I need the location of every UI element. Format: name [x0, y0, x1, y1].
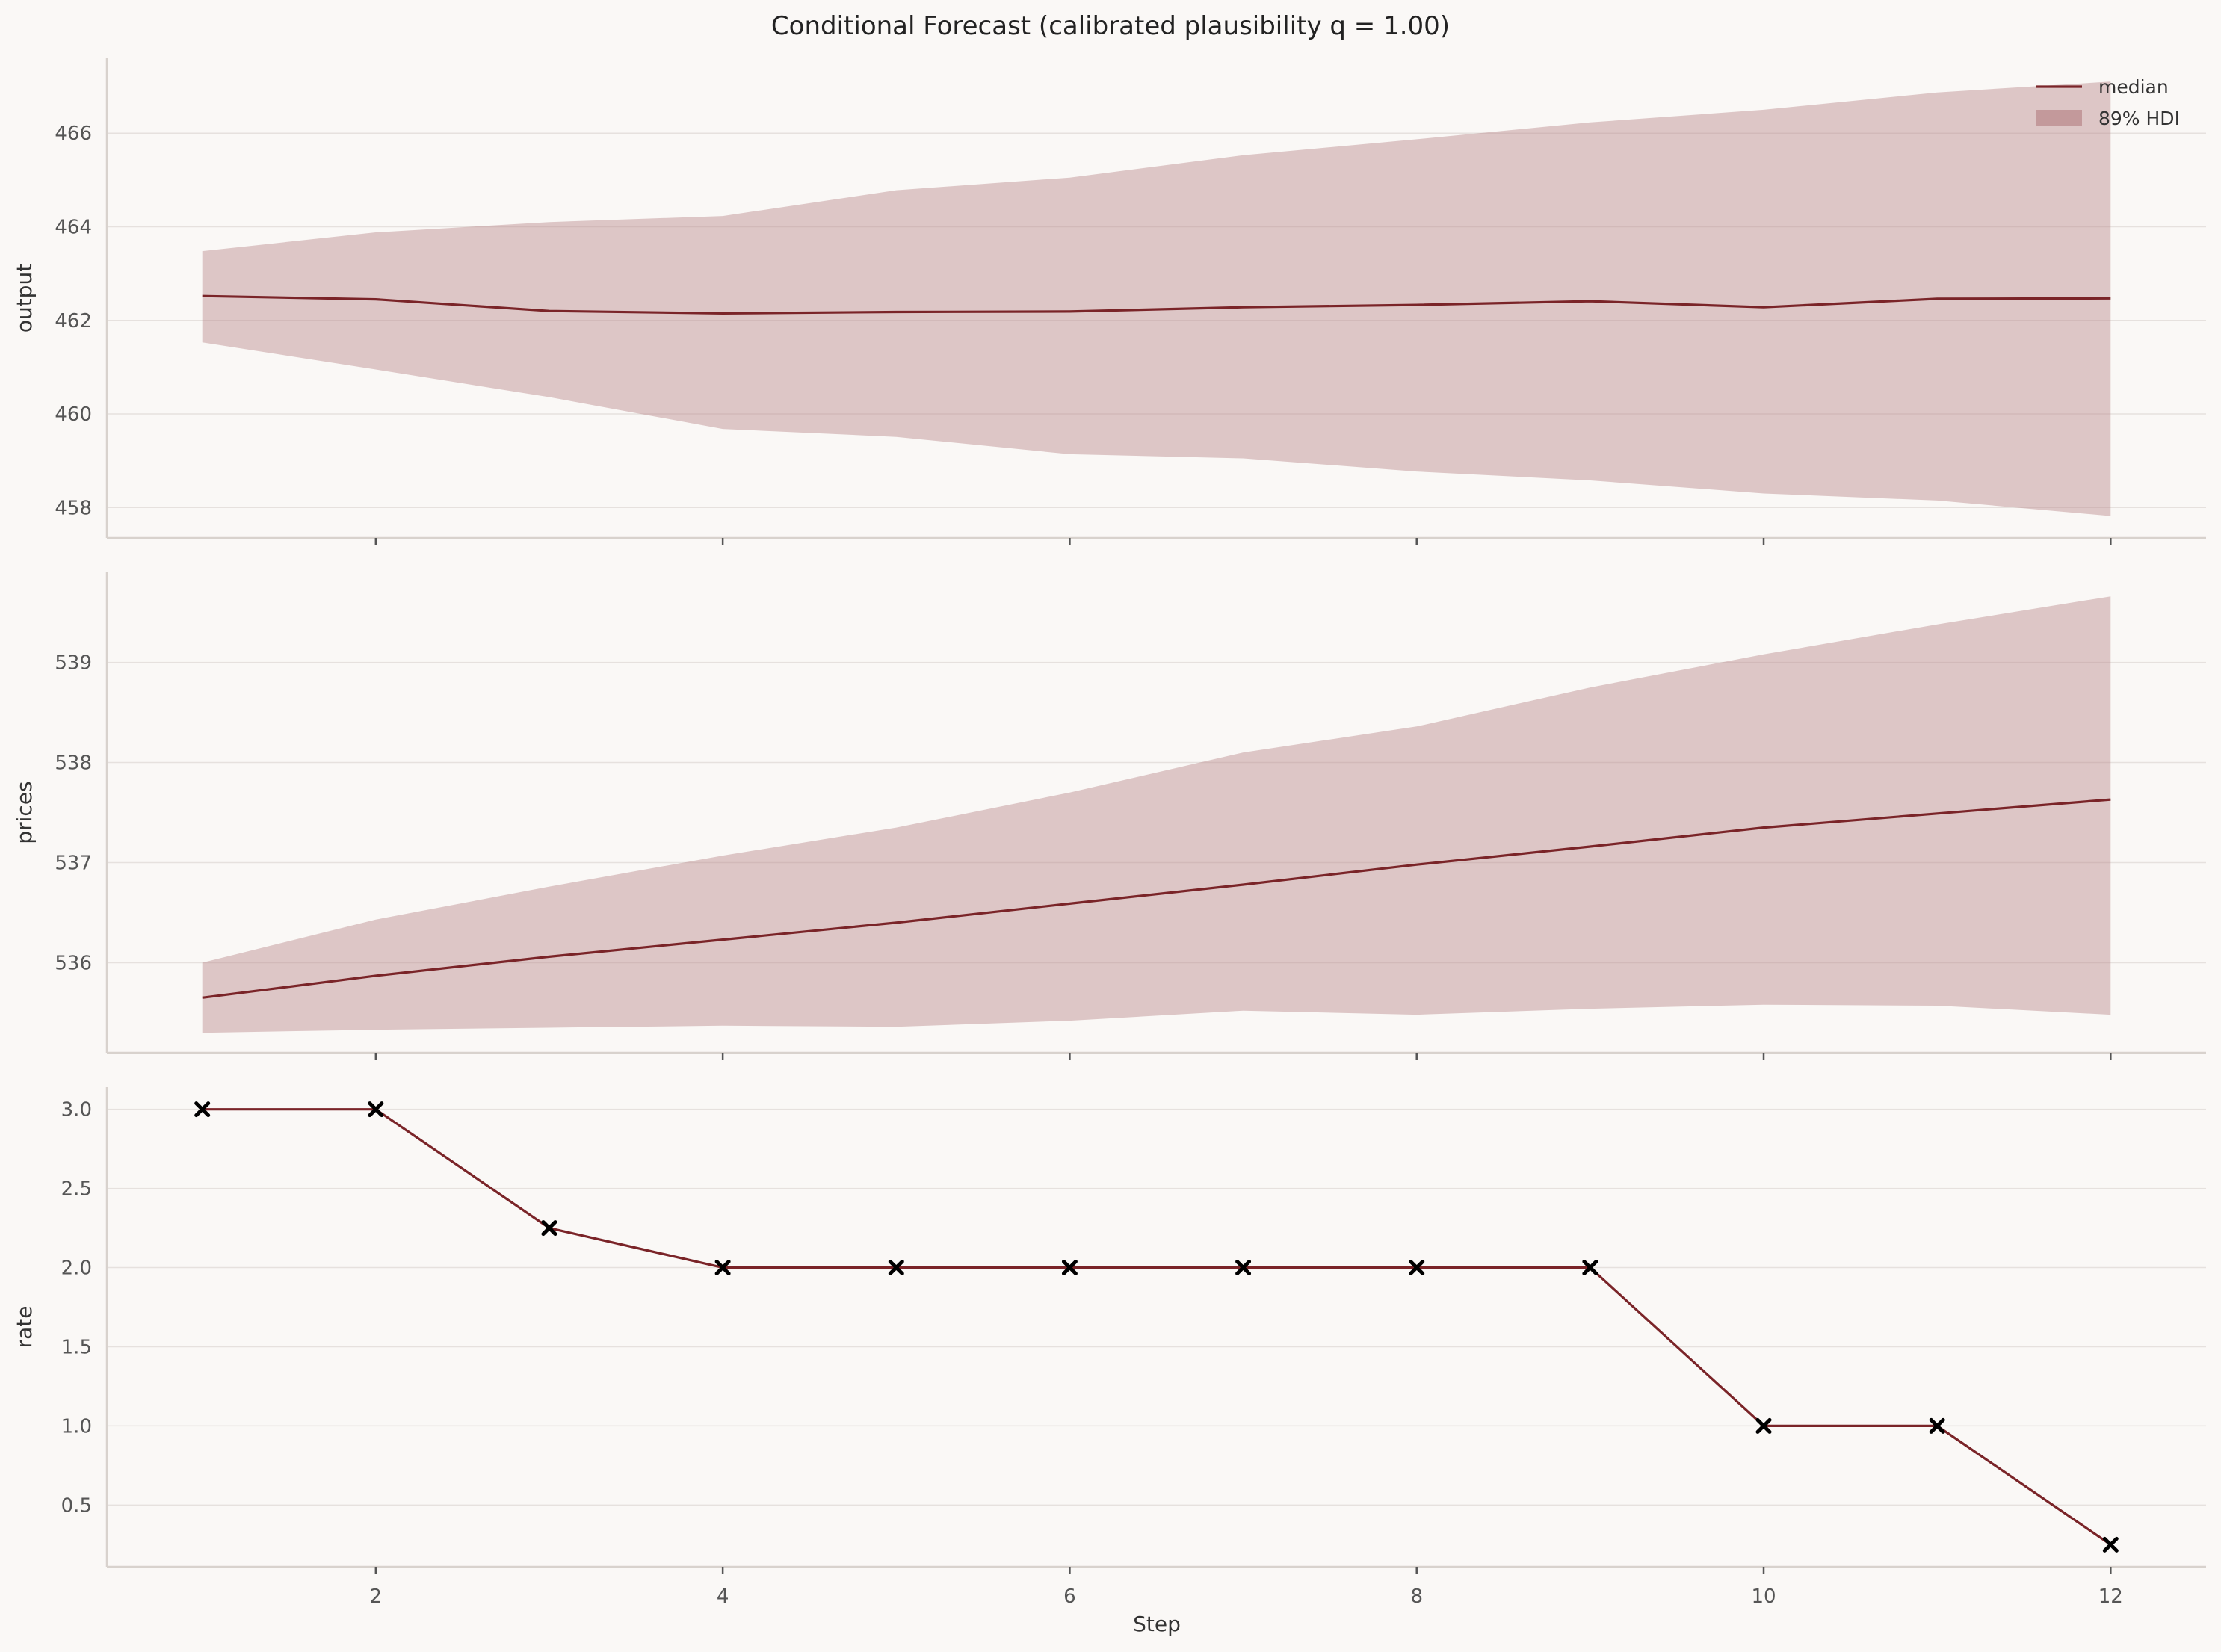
x-tick-label: 4 [717, 1586, 729, 1608]
y-tick-label-rate: 2.0 [61, 1257, 92, 1280]
legend-median-label: median [2098, 76, 2169, 98]
median-line-rate [202, 1108, 2112, 1546]
marker-rate [541, 1220, 557, 1237]
y-tick-label-output: 462 [55, 310, 92, 332]
y-tick-label-prices: 538 [55, 752, 92, 775]
y-tick-label-prices: 536 [55, 952, 92, 974]
y-tick-label-rate: 1.0 [61, 1415, 92, 1438]
marker-rate [1929, 1417, 1945, 1434]
y-tick-label-output: 460 [55, 403, 92, 426]
marker-rate [1582, 1260, 1598, 1276]
panel-output: 458 460 462 464 466 output [12, 58, 2206, 545]
y-tick-label-output: 458 [55, 497, 92, 519]
marker-rate [2102, 1536, 2119, 1553]
marker-rate [714, 1260, 731, 1276]
marker-rate [1409, 1260, 1425, 1276]
y-tick-label-rate: 0.5 [61, 1494, 92, 1517]
y-axis-label-rate: rate [12, 1306, 37, 1349]
panels: 458460462464466output536537538539prices0… [12, 58, 2206, 1608]
x-tick-label: 8 [1410, 1586, 1423, 1608]
x-tick-label: 2 [370, 1586, 383, 1608]
marker-rate [194, 1101, 211, 1118]
panel-prices: 536 537 538 539 prices [12, 572, 2206, 1060]
y-tick-label-rate: 2.5 [61, 1178, 92, 1201]
x-axis-label: Step [1133, 1612, 1181, 1636]
hdi-band-output [202, 81, 2111, 516]
y-tick-label-rate: 3.0 [61, 1099, 92, 1122]
y-tick-label-prices: 537 [55, 852, 92, 874]
median-line-output [202, 294, 2111, 315]
y-tick-label-output: 466 [55, 123, 92, 145]
y-axis-label-prices: prices [12, 781, 37, 844]
hdi-band-prices [202, 596, 2111, 1033]
marker-rate [368, 1101, 384, 1118]
y-axis-label-output: output [12, 264, 37, 332]
legend-hdi-label: 89% HDI [2098, 108, 2180, 129]
legend: median 89% HDI [2036, 76, 2180, 129]
median-line-prices [202, 798, 2111, 999]
marker-rate [1235, 1260, 1252, 1276]
x-tick-label: 12 [2098, 1586, 2123, 1608]
y-tick-label-output: 464 [55, 216, 92, 238]
marker-rate [888, 1260, 904, 1276]
x-tick-label: 10 [1751, 1586, 1776, 1608]
panel-rate: 0.5 1.0 1.5 2.0 2.5 3.0 rate 2 4 6 8 10 12 [12, 1087, 2206, 1608]
x-tick-label: 6 [1063, 1586, 1076, 1608]
y-tick-label-rate: 1.5 [61, 1336, 92, 1358]
legend-hdi-swatch [2036, 110, 2082, 126]
marker-rate [1755, 1417, 1772, 1434]
marker-rate [1061, 1260, 1078, 1276]
chart-title: Conditional Forecast (calibrated plausib… [771, 11, 1450, 41]
y-tick-label-prices: 539 [55, 652, 92, 675]
